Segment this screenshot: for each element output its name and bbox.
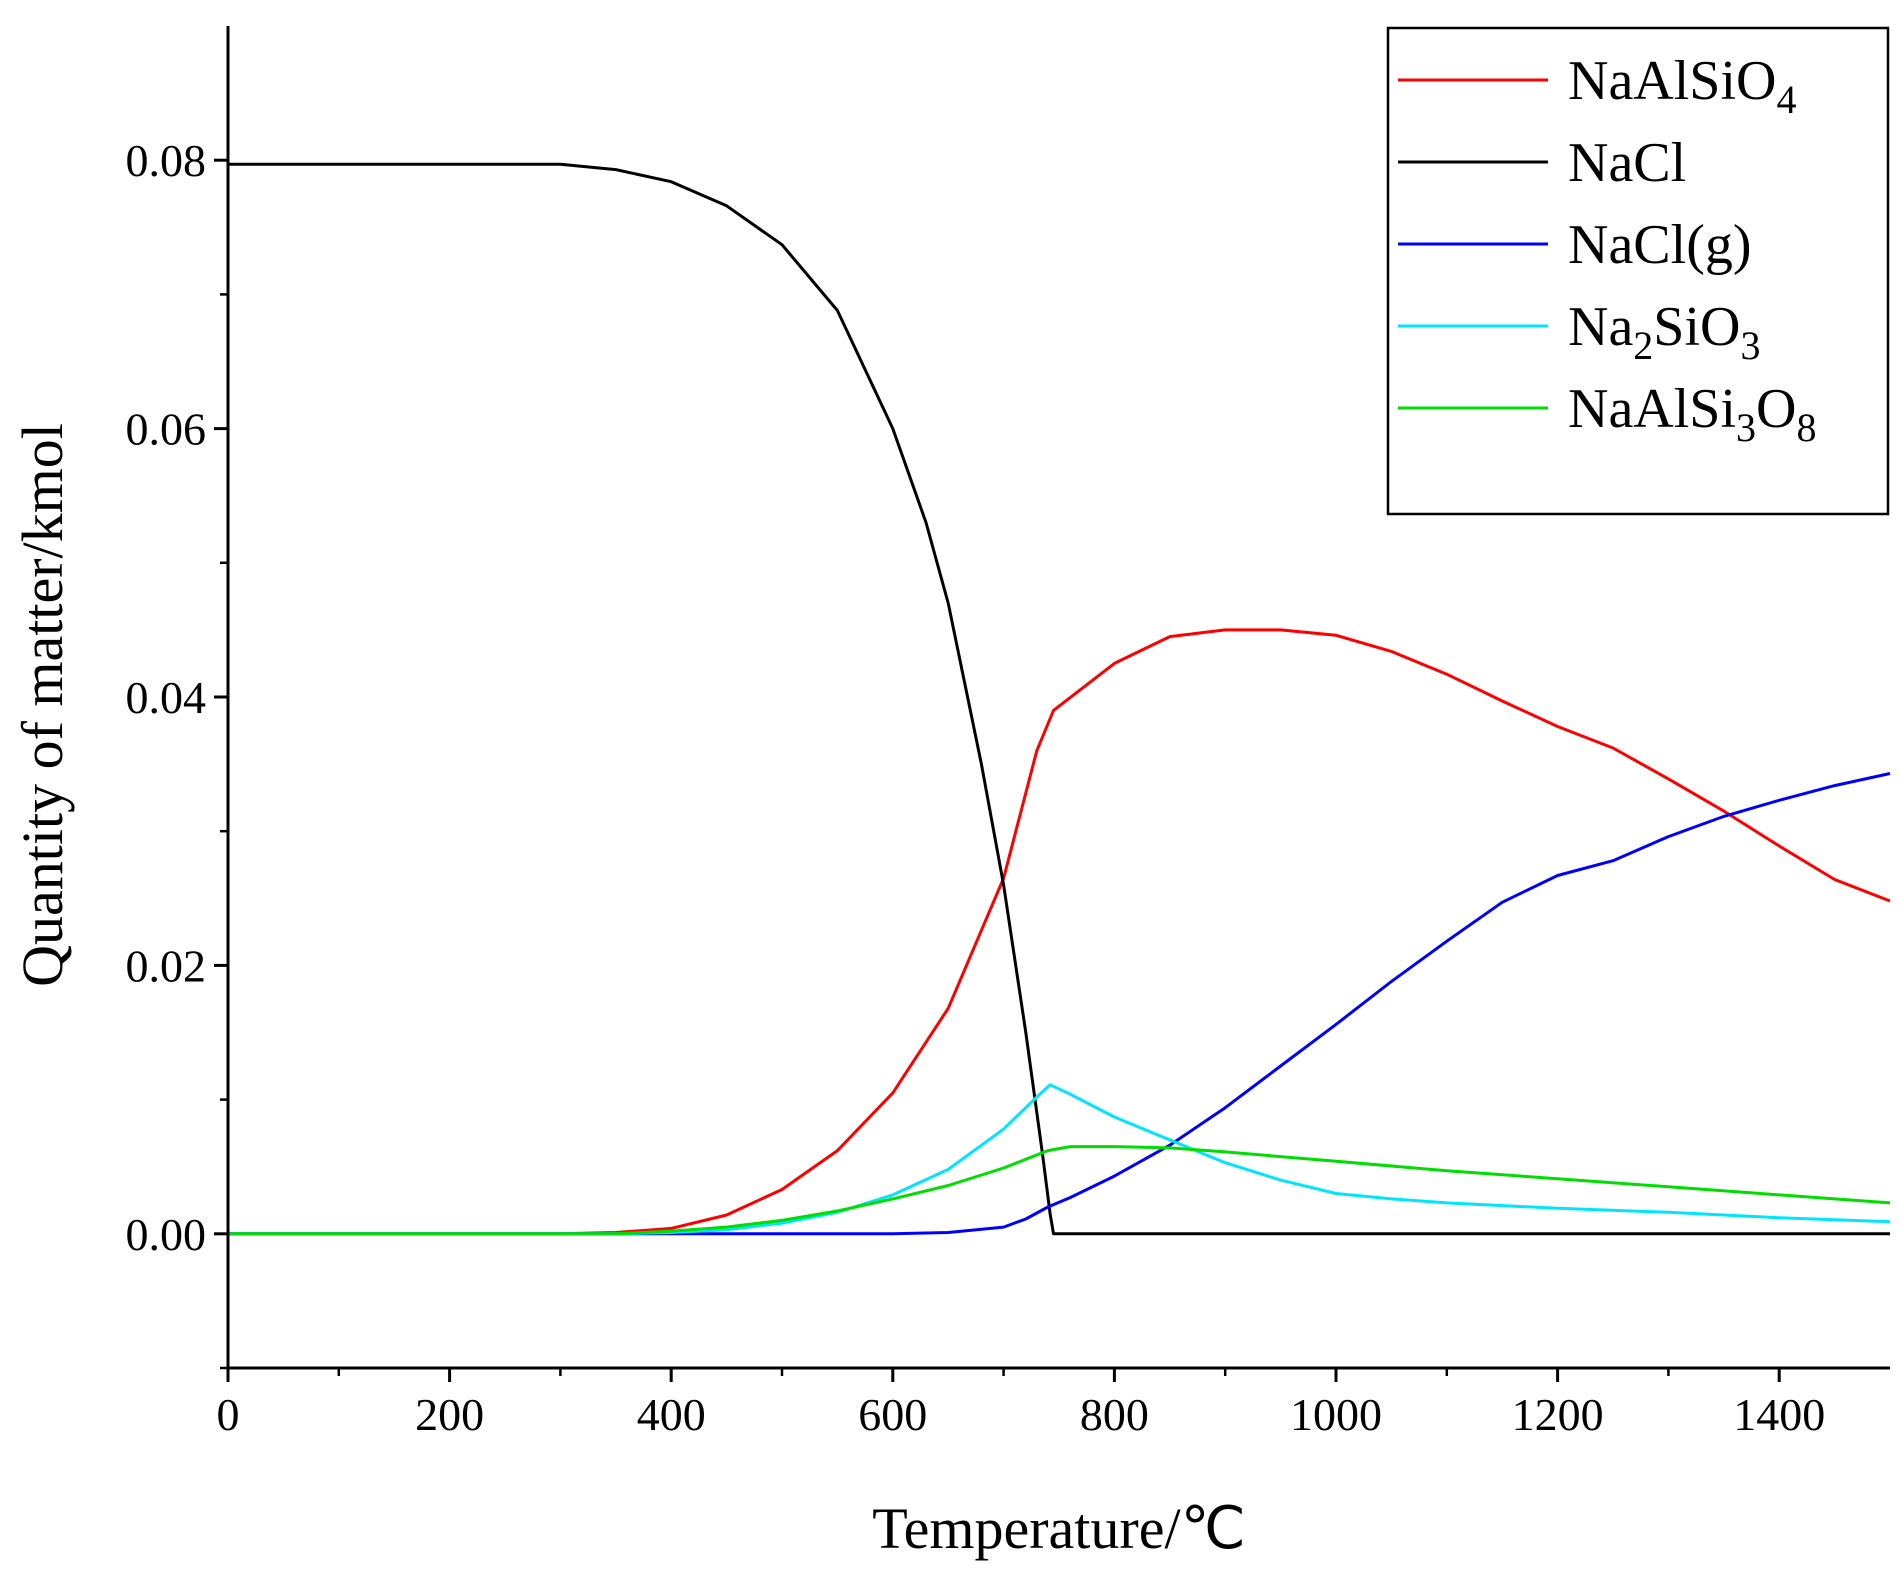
legend-label: NaCl	[1568, 132, 1686, 194]
legend-box	[1386, 26, 1890, 516]
y-tick-label: 0.02	[126, 940, 207, 991]
y-tick-label: 0.06	[126, 404, 207, 455]
series-line-nacl	[228, 162, 1890, 1236]
x-tick-label: 200	[415, 1389, 484, 1440]
axes: 0 200 400 600 800 1000 1200 1400 0.00 0.02 0.04 0.0…	[126, 26, 1890, 1440]
legend-label: NaAlSiO4	[1568, 50, 1796, 122]
x-tick-label: 1400	[1733, 1389, 1825, 1440]
legend-label: NaAlSi3O8	[1568, 378, 1816, 450]
legend-label: NaCl(g)	[1568, 214, 1752, 276]
y-tick-label: 0.08	[126, 135, 207, 186]
x-tick-label: 400	[637, 1389, 706, 1440]
x-tick-label: 0	[217, 1389, 240, 1440]
plot-curves	[228, 162, 1891, 1236]
y-tick-label: 0.00	[126, 1209, 207, 1260]
series-line-naalsio4	[228, 628, 1891, 1236]
x-tick-label: 600	[858, 1389, 927, 1440]
x-tick-label: 1200	[1512, 1389, 1604, 1440]
legend: NaAlSiO4 NaCl NaCl(g) Na2SiO3 NaAlSi3O8	[1386, 26, 1890, 516]
y-tick-label: 0.04	[126, 672, 207, 723]
x-tick-label: 1000	[1290, 1389, 1382, 1440]
x-axis-title: Temperature/℃	[872, 1496, 1245, 1561]
series-line-nacl-g-	[228, 772, 1891, 1236]
y-axis-title: Quantity of matter/kmol	[10, 423, 75, 987]
series-line-naalsi3o8	[228, 1145, 1891, 1236]
legend-label: Na2SiO3	[1568, 296, 1760, 368]
x-tick-label: 800	[1080, 1389, 1149, 1440]
series-line-na2sio3	[228, 1083, 1891, 1236]
